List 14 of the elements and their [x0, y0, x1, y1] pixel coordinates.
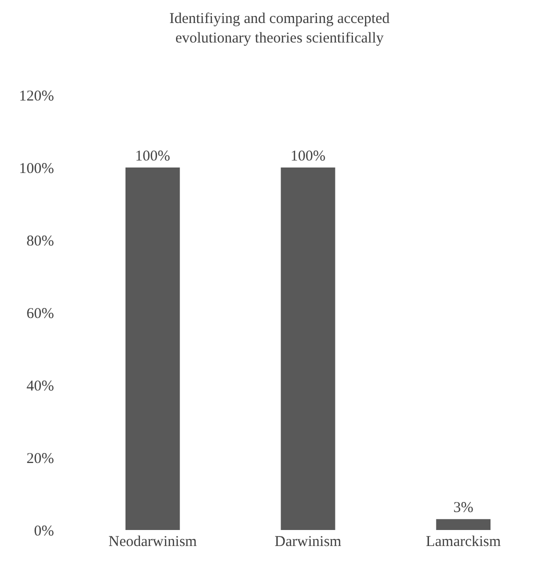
chart-title: Identifiying and comparing accepted evolutionary theories scientifically [169, 11, 390, 47]
x-tick-label: Lamarckism [426, 534, 502, 550]
y-tick-label: 120% [19, 88, 54, 104]
x-tick-label: Neodarwinism [108, 534, 198, 550]
data-label: 100% [135, 148, 170, 164]
y-tick-label: 80% [26, 233, 54, 250]
y-tick-label: 60% [26, 306, 54, 322]
y-tick-label: 100% [19, 160, 54, 177]
y-tick-label: 20% [26, 450, 54, 467]
data-label: 100% [290, 148, 326, 164]
x-tick-label: Darwinism [274, 534, 342, 550]
data-label: 3% [453, 500, 474, 516]
y-tick-label: 40% [26, 378, 54, 394]
y-tick-label: 0% [34, 523, 54, 540]
